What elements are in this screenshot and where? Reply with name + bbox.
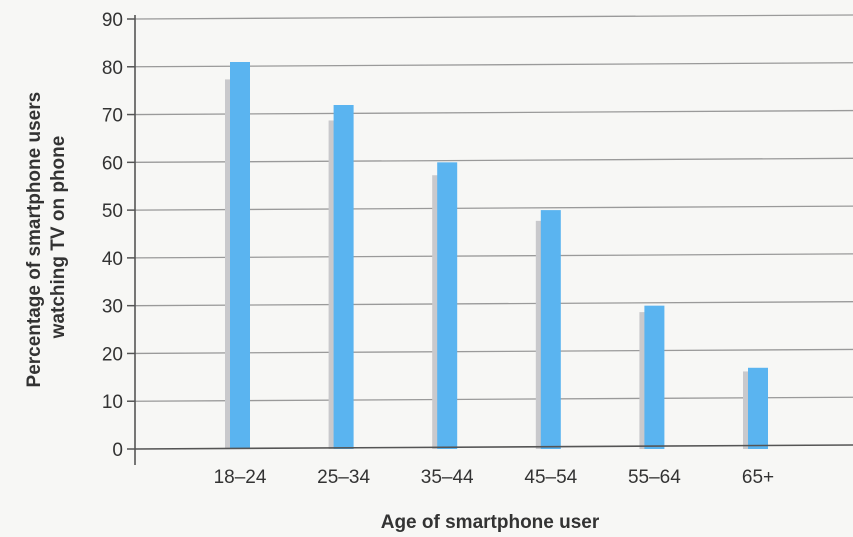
y-tick-label: 0: [112, 440, 123, 461]
x-tick-label: 65+: [742, 467, 774, 488]
y-tick-label: 20: [102, 344, 123, 365]
bar: [644, 305, 665, 449]
x-axis-title: Age of smartphone user: [381, 512, 600, 533]
y-tick-label: 90: [102, 10, 123, 31]
x-tick-label: 55–64: [628, 467, 681, 488]
grid-line: [134, 253, 853, 259]
y-tick-label: 10: [102, 392, 123, 413]
y-tick-label: 40: [102, 249, 123, 270]
x-tick-label: 35–44: [421, 467, 474, 488]
bar: [748, 367, 768, 449]
bar: [540, 210, 561, 449]
grid-lines: [134, 14, 853, 402]
y-tick-label: 70: [102, 106, 123, 127]
bar: [333, 105, 354, 449]
y-tick-label: 80: [102, 58, 123, 79]
grid-line: [134, 157, 853, 163]
y-tick-label: 60: [102, 153, 123, 174]
x-tick-label: 25–34: [317, 467, 370, 488]
y-axis-title: Percentage of smartphone users watching …: [24, 87, 69, 388]
bar: [230, 62, 250, 449]
grid-line: [134, 348, 853, 355]
bars: [225, 62, 768, 450]
y-axis-ticks: 0 10 20 30 40 50 60 70 80 90: [102, 10, 135, 461]
y-tick-label: 50: [102, 201, 123, 222]
grid-line: [134, 205, 853, 211]
grid-line: [134, 301, 853, 307]
grid-line: [134, 396, 853, 402]
x-tick-label: 45–54: [524, 467, 577, 488]
x-tick-label: 18–24: [214, 467, 267, 488]
y-axis-title-line-2: watching TV on phone: [48, 136, 69, 340]
y-axis-title-line-1: Percentage of smartphone users: [24, 92, 45, 388]
bar: [437, 162, 458, 450]
grid-line: [134, 109, 853, 116]
x-axis-line: [134, 444, 853, 450]
grid-line: [134, 14, 853, 20]
y-tick-label: 30: [102, 297, 123, 318]
grid-line: [134, 62, 853, 68]
x-axis-ticks: 18–24 25–34 35–44 45–54 55–64 65+: [214, 467, 775, 488]
